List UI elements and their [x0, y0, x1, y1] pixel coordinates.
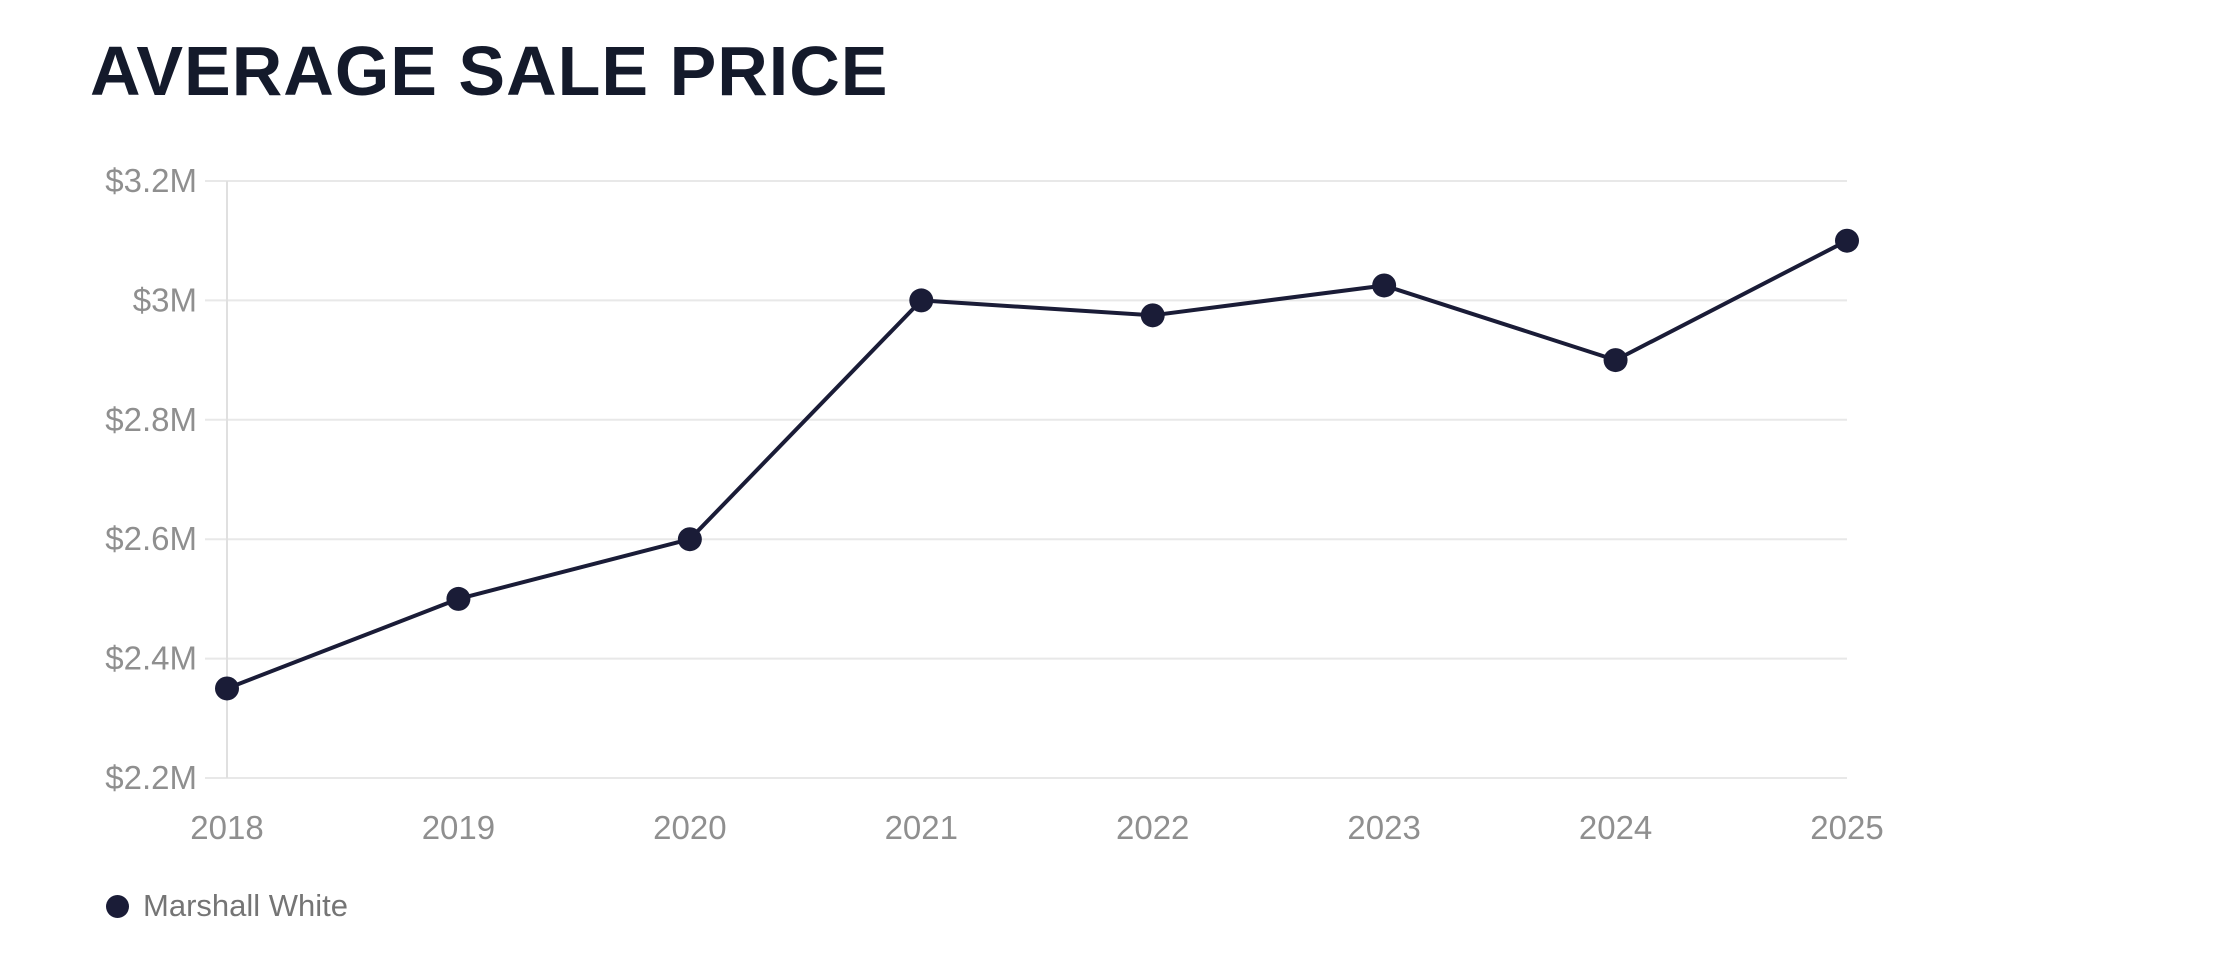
- data-point: [1603, 348, 1628, 373]
- y-tick-label: $3.2M: [105, 162, 197, 199]
- x-tick-label: 2021: [885, 809, 958, 846]
- data-point: [1835, 228, 1859, 253]
- y-tick-label: $3M: [133, 281, 197, 318]
- x-tick-label: 2022: [1116, 809, 1189, 846]
- legend-label: Marshall White: [143, 888, 348, 923]
- x-tick-label: 2020: [653, 809, 726, 846]
- data-point: [446, 586, 471, 611]
- data-point: [1140, 303, 1165, 328]
- x-tick-label: 2025: [1810, 809, 1883, 846]
- data-point: [215, 676, 239, 701]
- y-tick-label: $2.8M: [105, 401, 197, 438]
- y-tick-label: $2.4M: [105, 640, 197, 677]
- series-line: [226, 238, 1848, 691]
- data-point: [1372, 273, 1397, 298]
- x-tick-label: 2018: [190, 809, 263, 846]
- legend-marker-icon: [106, 894, 129, 918]
- x-tick-label: 2019: [422, 809, 495, 846]
- y-tick-label: $2.2M: [105, 759, 197, 796]
- chart-title: AVERAGE SALE PRICE: [90, 32, 889, 110]
- x-tick-label: 2023: [1347, 809, 1420, 846]
- x-tick-label: 2024: [1579, 809, 1652, 846]
- data-point: [909, 288, 934, 313]
- y-tick-label: $2.6M: [105, 520, 197, 557]
- data-point: [677, 527, 702, 552]
- legend[interactable]: Marshall White: [106, 884, 348, 928]
